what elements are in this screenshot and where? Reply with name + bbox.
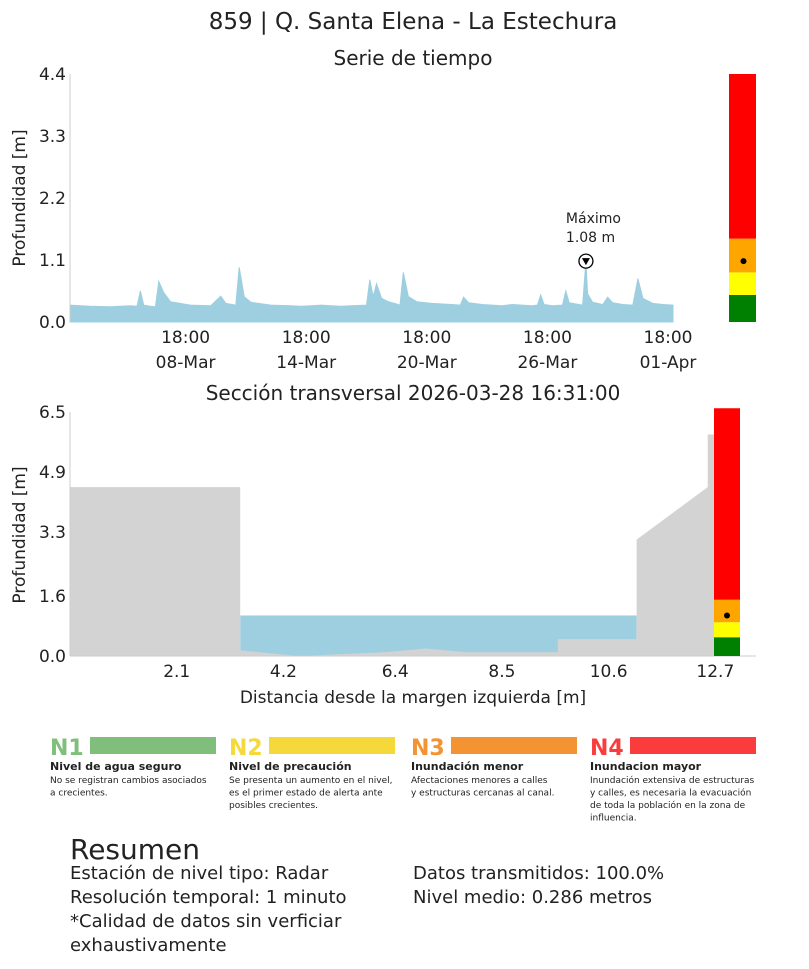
time-series-level-band-2 (729, 272, 756, 295)
legend-desc-line: No se registran cambios asociados (50, 776, 207, 786)
cross-section-ytick-label: 4.9 (39, 463, 66, 483)
summary-quality-note: *Calidad de datos sin verficiar (70, 911, 342, 932)
cross-section-xlabel: Distancia desde la margen izquierda [m] (240, 688, 586, 708)
cross-section-xtick-label: 2.1 (163, 662, 190, 682)
legend-color-bar-1 (90, 737, 216, 754)
legend-desc-line: posibles crecientes. (229, 801, 318, 811)
cross-section-threshold-bar (714, 408, 740, 656)
cross-section-ytick-label: 1.6 (39, 587, 66, 607)
legend-color-bar-2 (269, 737, 395, 754)
time-series-level-band-4 (729, 74, 756, 239)
legend-desc-line: Se presenta un aumento en el nivel, (229, 776, 393, 786)
legend-code-n1: N1 (50, 736, 84, 761)
time-series-xtick-date: 26-Mar (517, 353, 577, 373)
max-annotation-value: 1.08 m (566, 230, 615, 246)
legend-desc-line: Afectaciones menores a calles (411, 776, 548, 786)
summary-left-column: Estación de nivel tipo: Radar Resolución… (70, 862, 347, 958)
time-series-ytick-label: 2.2 (39, 189, 66, 209)
max-annotation-label: Máximo (566, 211, 621, 227)
cross-section-title: Sección transversal 2026-03-28 16:31:00 (206, 381, 621, 405)
time-series-ytick-label: 4.4 (39, 65, 66, 85)
legend-desc-line: y estructuras cercanas al canal. (411, 789, 554, 799)
time-series-level-band-3 (729, 238, 756, 273)
time-series-xtick-date: 14-Mar (276, 353, 336, 373)
cross-section-level-band-1 (714, 637, 740, 656)
cross-section-plot-area: 0.0 1.6 3.3 4.9 6.5 2.1 4.2 6.4 8.5 10.6 12.7 (39, 403, 756, 682)
summary-station-type: Estación de nivel tipo: Radar (70, 863, 329, 884)
cross-section-level-band-2 (714, 622, 740, 638)
time-series-ytick-label: 1.1 (39, 251, 66, 271)
cross-section-xtick-label: 6.4 (382, 662, 409, 682)
legend-desc-line: de toda la población en la zona de (590, 800, 746, 811)
legend-code-n4: N4 (590, 736, 624, 761)
cross-section-xtick-label: 8.5 (488, 662, 515, 682)
time-series-level-marker (740, 258, 747, 265)
cross-section-ytick-label: 0.0 (39, 647, 66, 667)
cross-section-level-band-4 (714, 408, 740, 600)
time-series-level-band-1 (729, 294, 756, 322)
cross-section-ylabel: Profundidad [m] (10, 466, 30, 603)
legend-color-bar-4 (630, 737, 756, 754)
summary-right-column: Datos transmitidos: 100.0% Nivel medio: … (413, 862, 664, 910)
cross-section-xtick-label: 4.2 (270, 662, 297, 682)
legend-code-n3: N3 (411, 736, 445, 761)
summary-quality-note-cont: exhaustivamente (70, 935, 227, 956)
time-series-xtick-date: 20-Mar (397, 353, 457, 373)
legend-title-2: Nivel de precaución (229, 760, 352, 773)
time-series-title: Serie de tiempo (334, 46, 493, 70)
legend-desc-line: y calles, es necesaria la evacuación (590, 788, 751, 799)
cross-section-ytick-label: 6.5 (39, 403, 66, 423)
cross-section-xtick-label: 12.7 (696, 662, 734, 682)
time-series-area-0 (69, 261, 674, 323)
time-series-xtick-date: 08-Mar (156, 353, 216, 373)
legend-title-3: Inundación menor (411, 760, 524, 773)
time-series-ytick-label: 0.0 (39, 313, 66, 333)
time-series-ytick-label: 3.3 (39, 127, 66, 147)
time-series-panel: Serie de tiempo 0.0 1.1 2.2 3.3 4.4 18:00 08-M… (10, 46, 756, 373)
legend-desc-line: a crecientes. (50, 789, 108, 799)
time-series-threshold-bar (729, 74, 756, 322)
legend-desc-line: Inundación extensiva de estructuras (590, 775, 755, 786)
legend-title-4: Inundacion mayor (590, 760, 702, 773)
legend-color-bar-3 (451, 737, 577, 754)
legend-desc-line: es el primer estado de alerta ante (229, 789, 383, 799)
legend-title-1: Nivel de agua seguro (50, 760, 182, 773)
time-series-xtick-date: 01-Apr (640, 353, 697, 373)
cross-section-panel: Sección transversal 2026-03-28 16:31:00 … (10, 381, 756, 708)
cross-section-ytick-label: 3.3 (39, 523, 66, 543)
max-marker-triangle (581, 258, 590, 266)
time-series-xtick-label: 18:00 (523, 328, 572, 348)
time-series-xtick-label: 18:00 (161, 328, 210, 348)
summary-heading: Resumen (70, 833, 201, 866)
time-series-xtick-label: 18:00 (282, 328, 331, 348)
summary-data-transmitted: Datos transmitidos: 100.0% (413, 863, 665, 884)
time-series-plot-area: 0.0 1.1 2.2 3.3 4.4 18:00 08-Mar 18:00 14-Mar 18:… (39, 65, 696, 373)
time-series-ylabel: Profundidad [m] (10, 129, 30, 266)
cross-section-terrain (70, 434, 721, 656)
summary-resolution: Resolución temporal: 1 minuto (70, 887, 347, 908)
figure-title: 859 | Q. Santa Elena - La Estechura (209, 9, 618, 35)
legend-code-n2: N2 (229, 736, 263, 761)
time-series-xtick-label: 18:00 (644, 328, 693, 348)
legend-desc-line: influencia. (590, 814, 637, 824)
cross-section-xtick-label: 10.6 (590, 662, 628, 682)
summary-mean-level: Nivel medio: 0.286 metros (413, 887, 653, 908)
cross-section-level-band-3 (714, 599, 740, 623)
time-series-xtick-label: 18:00 (402, 328, 451, 348)
cross-section-level-marker (724, 612, 730, 619)
